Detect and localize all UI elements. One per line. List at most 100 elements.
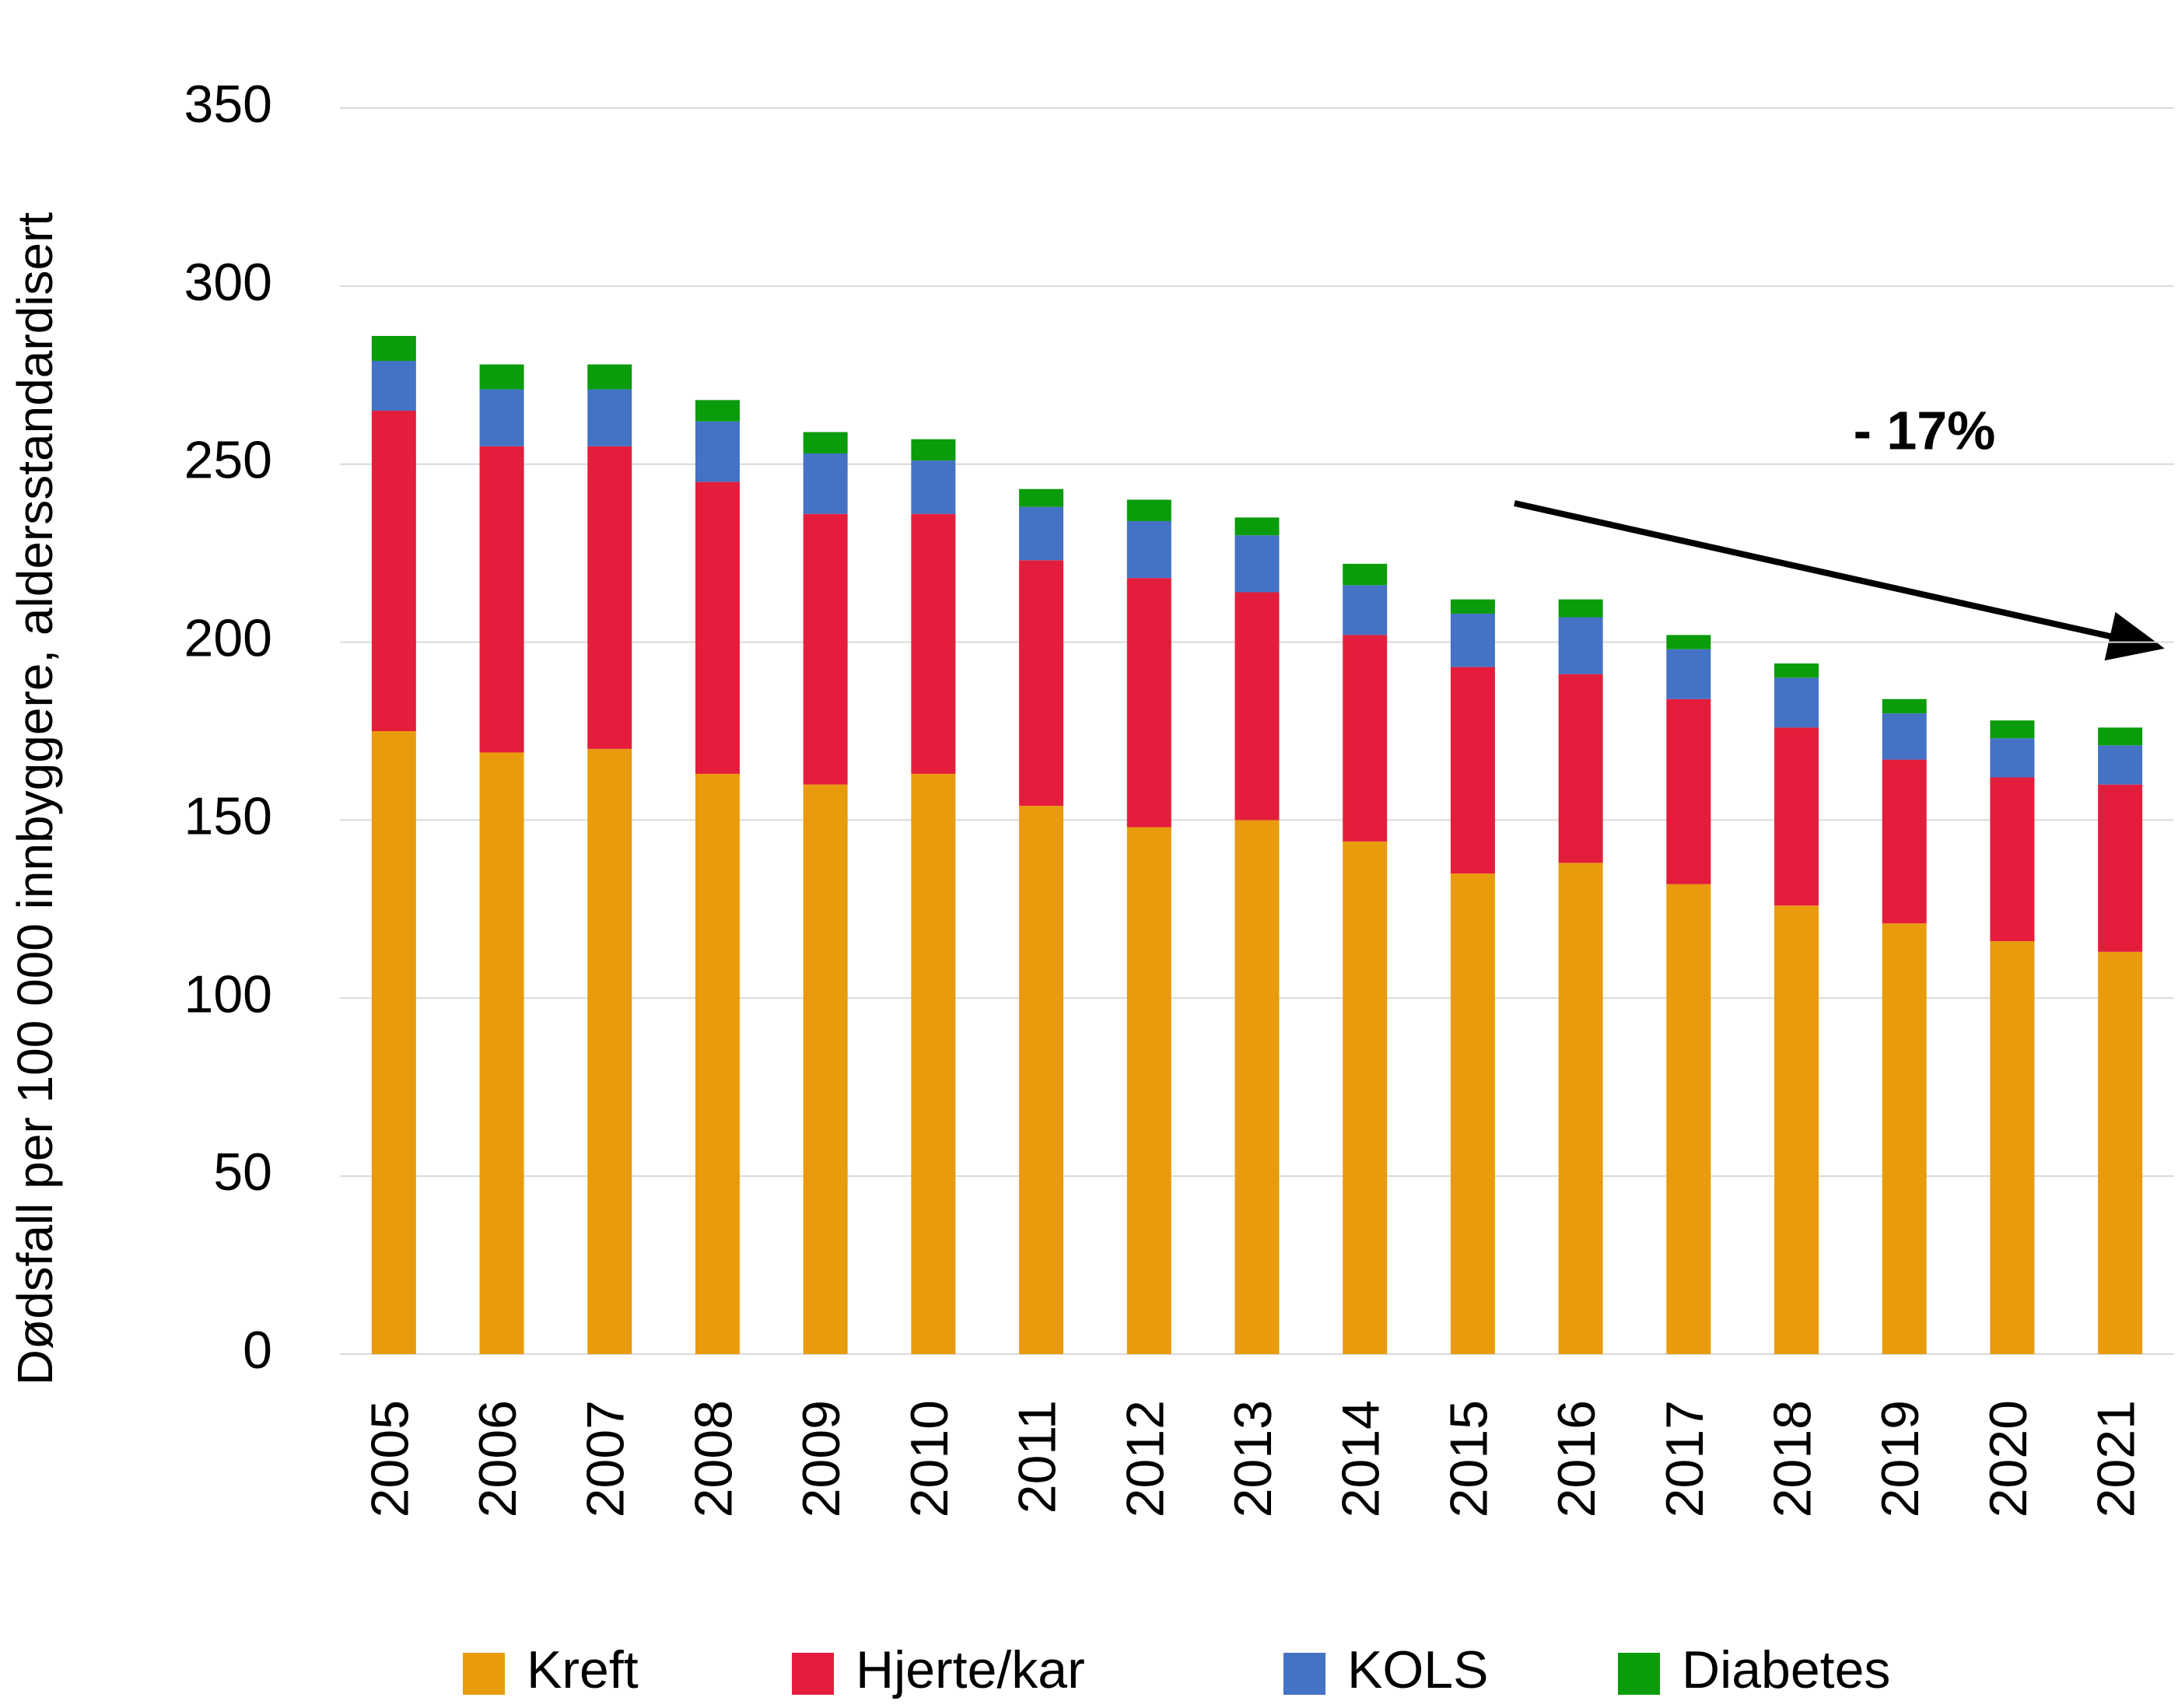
legend-swatch — [1283, 1653, 1325, 1695]
bar-segment — [1019, 488, 1064, 507]
bar-segment — [1666, 635, 1711, 649]
y-axis-title: Dødsfall per 100 000 innbyggere, alderss… — [7, 212, 63, 1386]
bar-segment — [1343, 585, 1388, 635]
bar-segment — [1343, 635, 1388, 842]
bar-segment — [2098, 727, 2143, 746]
bar-segment — [1882, 713, 1927, 760]
x-tick-label: 2013 — [1224, 1400, 1283, 1517]
legend-swatch — [792, 1653, 834, 1695]
bar-segment — [1666, 884, 1711, 1354]
legend-label: Diabetes — [1682, 1640, 1890, 1699]
bar-segment — [1558, 674, 1603, 863]
legend-label: KOLS — [1347, 1640, 1488, 1699]
bar-segment — [1666, 698, 1711, 884]
x-tick-label: 2007 — [576, 1400, 636, 1517]
y-tick-label: 100 — [184, 964, 272, 1024]
x-tick-label: 2011 — [1008, 1400, 1067, 1514]
annotation: - 17% — [1854, 400, 1996, 460]
legend-label: Hjerte/kar — [856, 1640, 1085, 1699]
bar-segment — [1882, 759, 1927, 924]
trend-arrow — [1514, 500, 2165, 661]
bar-segment — [1126, 520, 1171, 579]
bar-segment — [803, 453, 848, 514]
bar-segment — [587, 389, 632, 446]
bar-segment — [1558, 599, 1603, 618]
bar-segment — [1234, 517, 1280, 536]
x-tick-label: 2018 — [1763, 1400, 1822, 1517]
bar-segment — [371, 411, 416, 731]
y-tick-label: 0 — [243, 1321, 272, 1380]
x-tick-label: 2020 — [1979, 1400, 2038, 1517]
bar-segment — [1990, 720, 2035, 739]
legend-swatch — [463, 1653, 505, 1695]
bar-segment — [1126, 499, 1171, 521]
bar-segment — [479, 364, 524, 390]
bar-segment — [2098, 784, 2143, 952]
bar-segment — [1774, 905, 1819, 1354]
bar-segment — [1558, 863, 1603, 1354]
bar-segment — [1343, 841, 1388, 1354]
bar-segment — [371, 731, 416, 1354]
bar-segment — [911, 439, 956, 461]
bar-segment — [1019, 560, 1064, 807]
y-tick-label: 350 — [184, 75, 272, 134]
x-tick-label: 2014 — [1332, 1400, 1391, 1517]
bar-segment — [803, 784, 848, 1354]
x-tick-label: 2008 — [684, 1400, 743, 1517]
y-tick-label: 250 — [184, 431, 272, 490]
bar-segment — [1450, 599, 1495, 614]
bar-segment — [1126, 827, 1171, 1354]
x-tick-label: 2012 — [1115, 1400, 1175, 1517]
legend-label: Kreft — [527, 1640, 639, 1699]
bar-segment — [479, 446, 524, 753]
bar-segment — [1990, 777, 2035, 942]
x-tick-label: 2010 — [900, 1400, 959, 1517]
bar-segment — [479, 752, 524, 1354]
bar-segment — [1990, 738, 2035, 778]
x-tick-label: 2015 — [1439, 1400, 1498, 1517]
bar-segment — [1234, 592, 1280, 821]
bar-segment — [695, 400, 740, 422]
bar-segment — [1126, 578, 1171, 828]
bar-segment — [1450, 667, 1495, 874]
bar-segment — [803, 432, 848, 453]
bar-segment — [1558, 617, 1603, 674]
y-tick-label: 200 — [184, 609, 272, 668]
bar-segment — [695, 481, 740, 774]
bar-segment — [1666, 649, 1711, 699]
bar-segment — [1774, 677, 1819, 728]
bar-segment — [371, 335, 416, 361]
bar-segment — [1019, 506, 1064, 561]
bar-segment — [1990, 941, 2035, 1354]
bar-segment — [1234, 535, 1280, 593]
bar-segment — [2098, 951, 2143, 1354]
bar-segment — [803, 513, 848, 785]
bar-segment — [695, 421, 740, 482]
x-tick-label: 2005 — [360, 1400, 419, 1517]
bar-segment — [479, 389, 524, 446]
x-tick-label: 2017 — [1655, 1400, 1714, 1517]
bar-segment — [587, 748, 632, 1354]
bar-segment — [587, 364, 632, 390]
bar-segment — [587, 446, 632, 749]
bar-segment — [1234, 820, 1280, 1354]
bar-segment — [1774, 727, 1819, 906]
y-tick-label: 50 — [213, 1143, 272, 1202]
x-tick-label: 2009 — [792, 1400, 851, 1517]
legend-swatch — [1618, 1653, 1660, 1695]
bar-segment — [1450, 613, 1495, 667]
x-tick-label: 2019 — [1871, 1400, 1930, 1517]
x-tick-label: 2006 — [468, 1400, 527, 1517]
bar-segment — [1774, 663, 1819, 678]
bar-segment — [1882, 923, 1927, 1354]
bar-segment — [1450, 873, 1495, 1354]
bar-segment — [911, 460, 956, 514]
bar-segment — [2098, 745, 2143, 785]
bar-segment — [695, 773, 740, 1354]
bar-segment — [371, 360, 416, 411]
x-tick-label: 2016 — [1547, 1400, 1606, 1517]
y-tick-label: 300 — [184, 253, 272, 312]
x-tick-label: 2021 — [2087, 1400, 2146, 1517]
bar-segment — [911, 513, 956, 774]
